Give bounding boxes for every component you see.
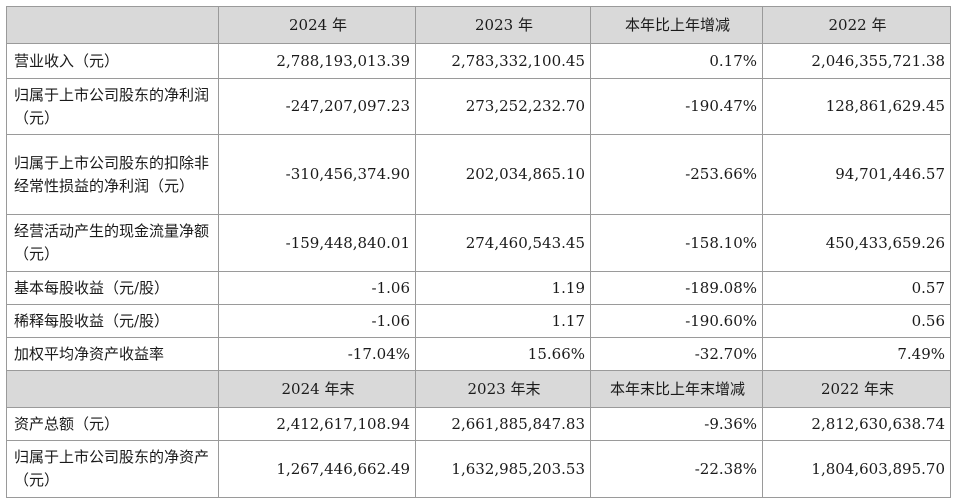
- cell-change: -189.08%: [590, 271, 763, 305]
- cell-2022: 128,861,629.45: [762, 78, 951, 135]
- cell-2024: 2,788,193,013.39: [218, 43, 416, 79]
- cell-change: -253.66%: [590, 134, 763, 215]
- table-row: 经营活动产生的现金流量净额（元） -159,448,840.01 274,460…: [6, 214, 951, 272]
- header-blank-cell: [6, 370, 219, 408]
- financial-table-container: 2024 年 2023 年 本年比上年增减 2022 年 营业收入（元） 2,7…: [6, 6, 951, 498]
- cell-2023: 2,661,885,847.83: [415, 407, 591, 441]
- table-row: 资产总额（元） 2,412,617,108.94 2,661,885,847.8…: [6, 407, 951, 441]
- cell-2022: 7.49%: [762, 337, 951, 371]
- table-header-period: 2024 年 2023 年 本年比上年增减 2022 年: [6, 6, 951, 44]
- table-row: 归属于上市公司股东的扣除非经常性损益的净利润（元） -310,456,374.9…: [6, 134, 951, 215]
- header-blank-cell: [6, 6, 219, 44]
- row-label: 归属于上市公司股东的扣除非经常性损益的净利润（元）: [6, 134, 219, 215]
- row-label: 归属于上市公司股东的净利润（元）: [6, 78, 219, 135]
- cell-2022: 0.57: [762, 271, 951, 305]
- cell-change: -158.10%: [590, 214, 763, 272]
- header-2023-yearend: 2023 年末: [415, 370, 591, 408]
- header-2024: 2024 年: [218, 6, 416, 44]
- table-row: 归属于上市公司股东的净利润（元） -247,207,097.23 273,252…: [6, 78, 951, 135]
- cell-2024: -247,207,097.23: [218, 78, 416, 135]
- header-2022: 2022 年: [762, 6, 951, 44]
- cell-2023: 273,252,232.70: [415, 78, 591, 135]
- cell-2023: 2,783,332,100.45: [415, 43, 591, 79]
- cell-2023: 15.66%: [415, 337, 591, 371]
- cell-2022: 450,433,659.26: [762, 214, 951, 272]
- cell-2022: 2,046,355,721.38: [762, 43, 951, 79]
- cell-change: -32.70%: [590, 337, 763, 371]
- cell-change: 0.17%: [590, 43, 763, 79]
- cell-2024: -159,448,840.01: [218, 214, 416, 272]
- cell-change: -9.36%: [590, 407, 763, 441]
- row-label: 营业收入（元）: [6, 43, 219, 79]
- header-2024-yearend: 2024 年末: [218, 370, 416, 408]
- cell-2022: 2,812,630,638.74: [762, 407, 951, 441]
- cell-2023: 274,460,543.45: [415, 214, 591, 272]
- cell-2024: -17.04%: [218, 337, 416, 371]
- cell-2022: 1,804,603,895.70: [762, 440, 951, 498]
- table-row: 归属于上市公司股东的净资产（元） 1,267,446,662.49 1,632,…: [6, 440, 951, 498]
- table-row: 加权平均净资产收益率 -17.04% 15.66% -32.70% 7.49%: [6, 337, 951, 371]
- cell-2023: 202,034,865.10: [415, 134, 591, 215]
- header-2023: 2023 年: [415, 6, 591, 44]
- table-row: 营业收入（元） 2,788,193,013.39 2,783,332,100.4…: [6, 43, 951, 79]
- cell-2022: 0.56: [762, 304, 951, 338]
- row-label: 资产总额（元）: [6, 407, 219, 441]
- cell-2024: 1,267,446,662.49: [218, 440, 416, 498]
- header-yoy-change: 本年比上年增减: [590, 6, 763, 44]
- cell-2024: -1.06: [218, 304, 416, 338]
- row-label: 基本每股收益（元/股）: [6, 271, 219, 305]
- cell-change: -190.47%: [590, 78, 763, 135]
- cell-change: -190.60%: [590, 304, 763, 338]
- cell-2023: 1,632,985,203.53: [415, 440, 591, 498]
- cell-2023: 1.17: [415, 304, 591, 338]
- row-label: 加权平均净资产收益率: [6, 337, 219, 371]
- header-yearend-change: 本年末比上年末增减: [590, 370, 763, 408]
- key-financial-indicators-table: 2024 年 2023 年 本年比上年增减 2022 年 营业收入（元） 2,7…: [6, 6, 951, 498]
- row-label: 经营活动产生的现金流量净额（元）: [6, 214, 219, 272]
- table-row: 稀释每股收益（元/股） -1.06 1.17 -190.60% 0.56: [6, 304, 951, 338]
- cell-2024: 2,412,617,108.94: [218, 407, 416, 441]
- cell-2024: -1.06: [218, 271, 416, 305]
- cell-2023: 1.19: [415, 271, 591, 305]
- table-row: 基本每股收益（元/股） -1.06 1.19 -189.08% 0.57: [6, 271, 951, 305]
- row-label: 归属于上市公司股东的净资产（元）: [6, 440, 219, 498]
- cell-2022: 94,701,446.57: [762, 134, 951, 215]
- cell-change: -22.38%: [590, 440, 763, 498]
- cell-2024: -310,456,374.90: [218, 134, 416, 215]
- row-label: 稀释每股收益（元/股）: [6, 304, 219, 338]
- header-2022-yearend: 2022 年末: [762, 370, 951, 408]
- table-header-yearend: 2024 年末 2023 年末 本年末比上年末增减 2022 年末: [6, 370, 951, 408]
